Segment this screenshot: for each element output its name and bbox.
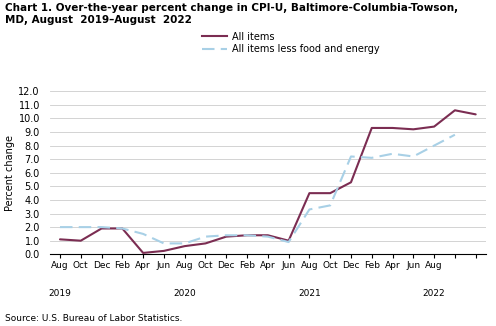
All items bbox=[431, 125, 437, 128]
All items bbox=[182, 244, 187, 248]
All items less food and energy bbox=[78, 225, 84, 229]
Text: 2022: 2022 bbox=[423, 289, 445, 298]
All items less food and energy bbox=[410, 155, 416, 158]
Legend: All items, All items less food and energy: All items, All items less food and energ… bbox=[198, 28, 383, 58]
All items less food and energy bbox=[57, 225, 63, 229]
All items bbox=[286, 239, 292, 243]
All items less food and energy bbox=[182, 242, 187, 245]
All items bbox=[473, 112, 479, 116]
All items bbox=[410, 127, 416, 131]
All items bbox=[452, 108, 458, 112]
All items less food and energy bbox=[348, 155, 354, 158]
All items less food and energy bbox=[140, 232, 146, 236]
Text: 2019: 2019 bbox=[49, 289, 71, 298]
All items less food and energy bbox=[99, 225, 105, 229]
All items bbox=[244, 233, 250, 237]
All items bbox=[161, 249, 167, 253]
All items bbox=[389, 126, 395, 130]
Line: All items: All items bbox=[60, 110, 476, 253]
All items bbox=[327, 191, 333, 195]
All items bbox=[223, 235, 229, 239]
All items less food and energy bbox=[452, 133, 458, 137]
All items less food and energy bbox=[202, 235, 208, 239]
All items less food and energy bbox=[223, 233, 229, 237]
All items less food and energy bbox=[286, 240, 292, 244]
All items bbox=[78, 239, 84, 243]
All items less food and energy bbox=[265, 235, 271, 239]
All items bbox=[307, 191, 312, 195]
All items bbox=[120, 227, 125, 230]
Line: All items less food and energy: All items less food and energy bbox=[60, 135, 455, 244]
Text: Source: U.S. Bureau of Labor Statistics.: Source: U.S. Bureau of Labor Statistics. bbox=[5, 314, 183, 323]
All items bbox=[140, 251, 146, 255]
All items bbox=[369, 126, 375, 130]
Text: Percent change: Percent change bbox=[5, 135, 15, 211]
All items bbox=[348, 180, 354, 184]
Text: Chart 1. Over-the-year percent change in CPI-U, Baltimore-Columbia-Towson,
MD, A: Chart 1. Over-the-year percent change in… bbox=[5, 3, 458, 25]
All items bbox=[202, 242, 208, 245]
Text: 2021: 2021 bbox=[298, 289, 321, 298]
All items less food and energy bbox=[327, 203, 333, 207]
All items bbox=[57, 237, 63, 241]
All items less food and energy bbox=[431, 144, 437, 148]
All items less food and energy bbox=[307, 208, 312, 212]
All items less food and energy bbox=[120, 227, 125, 230]
All items less food and energy bbox=[369, 156, 375, 160]
All items less food and energy bbox=[161, 242, 167, 245]
All items bbox=[265, 233, 271, 237]
All items less food and energy bbox=[389, 152, 395, 156]
All items bbox=[99, 227, 105, 230]
Text: 2020: 2020 bbox=[173, 289, 196, 298]
All items less food and energy bbox=[244, 233, 250, 237]
